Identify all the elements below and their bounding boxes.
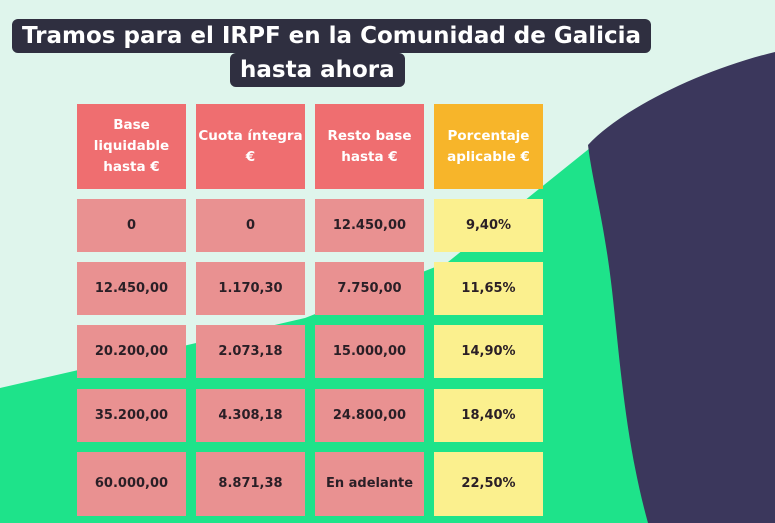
table-cell: 15.000,00	[315, 325, 424, 378]
table-cell: 8.871,38	[196, 452, 305, 516]
table-cell: 1.170,30	[196, 262, 305, 315]
title-line-2: hasta ahora	[230, 53, 405, 87]
header-base-liquidable: Base liquidable hasta €	[77, 104, 186, 189]
title-line-1: Tramos para el IRPF en la Comunidad de G…	[12, 19, 652, 53]
header-porcentaje: Porcentaje aplicable €	[434, 104, 543, 189]
background-navy-shape	[588, 52, 775, 523]
table-cell: 0	[77, 199, 186, 252]
table-cell-percentage: 22,50%	[434, 452, 543, 516]
table-cell: 7.750,00	[315, 262, 424, 315]
header-resto-base: Resto base hasta €	[315, 104, 424, 189]
table-cell: 20.200,00	[77, 325, 186, 378]
table-cell: 4.308,18	[196, 389, 305, 442]
table-cell: 12.450,00	[315, 199, 424, 252]
table-cell-percentage: 9,40%	[434, 199, 543, 252]
table-cell: 35.200,00	[77, 389, 186, 442]
table-cell-percentage: 18,40%	[434, 389, 543, 442]
table-cell: 60.000,00	[77, 452, 186, 516]
table-cell: 12.450,00	[77, 262, 186, 315]
header-cuota-integra: Cuota íntegra €	[196, 104, 305, 189]
table-cell: 2.073,18	[196, 325, 305, 378]
table-cell-percentage: 14,90%	[434, 325, 543, 378]
table-cell: En adelante	[315, 452, 424, 516]
table-cell-percentage: 11,65%	[434, 262, 543, 315]
table-cell: 0	[196, 199, 305, 252]
table-cell: 24.800,00	[315, 389, 424, 442]
